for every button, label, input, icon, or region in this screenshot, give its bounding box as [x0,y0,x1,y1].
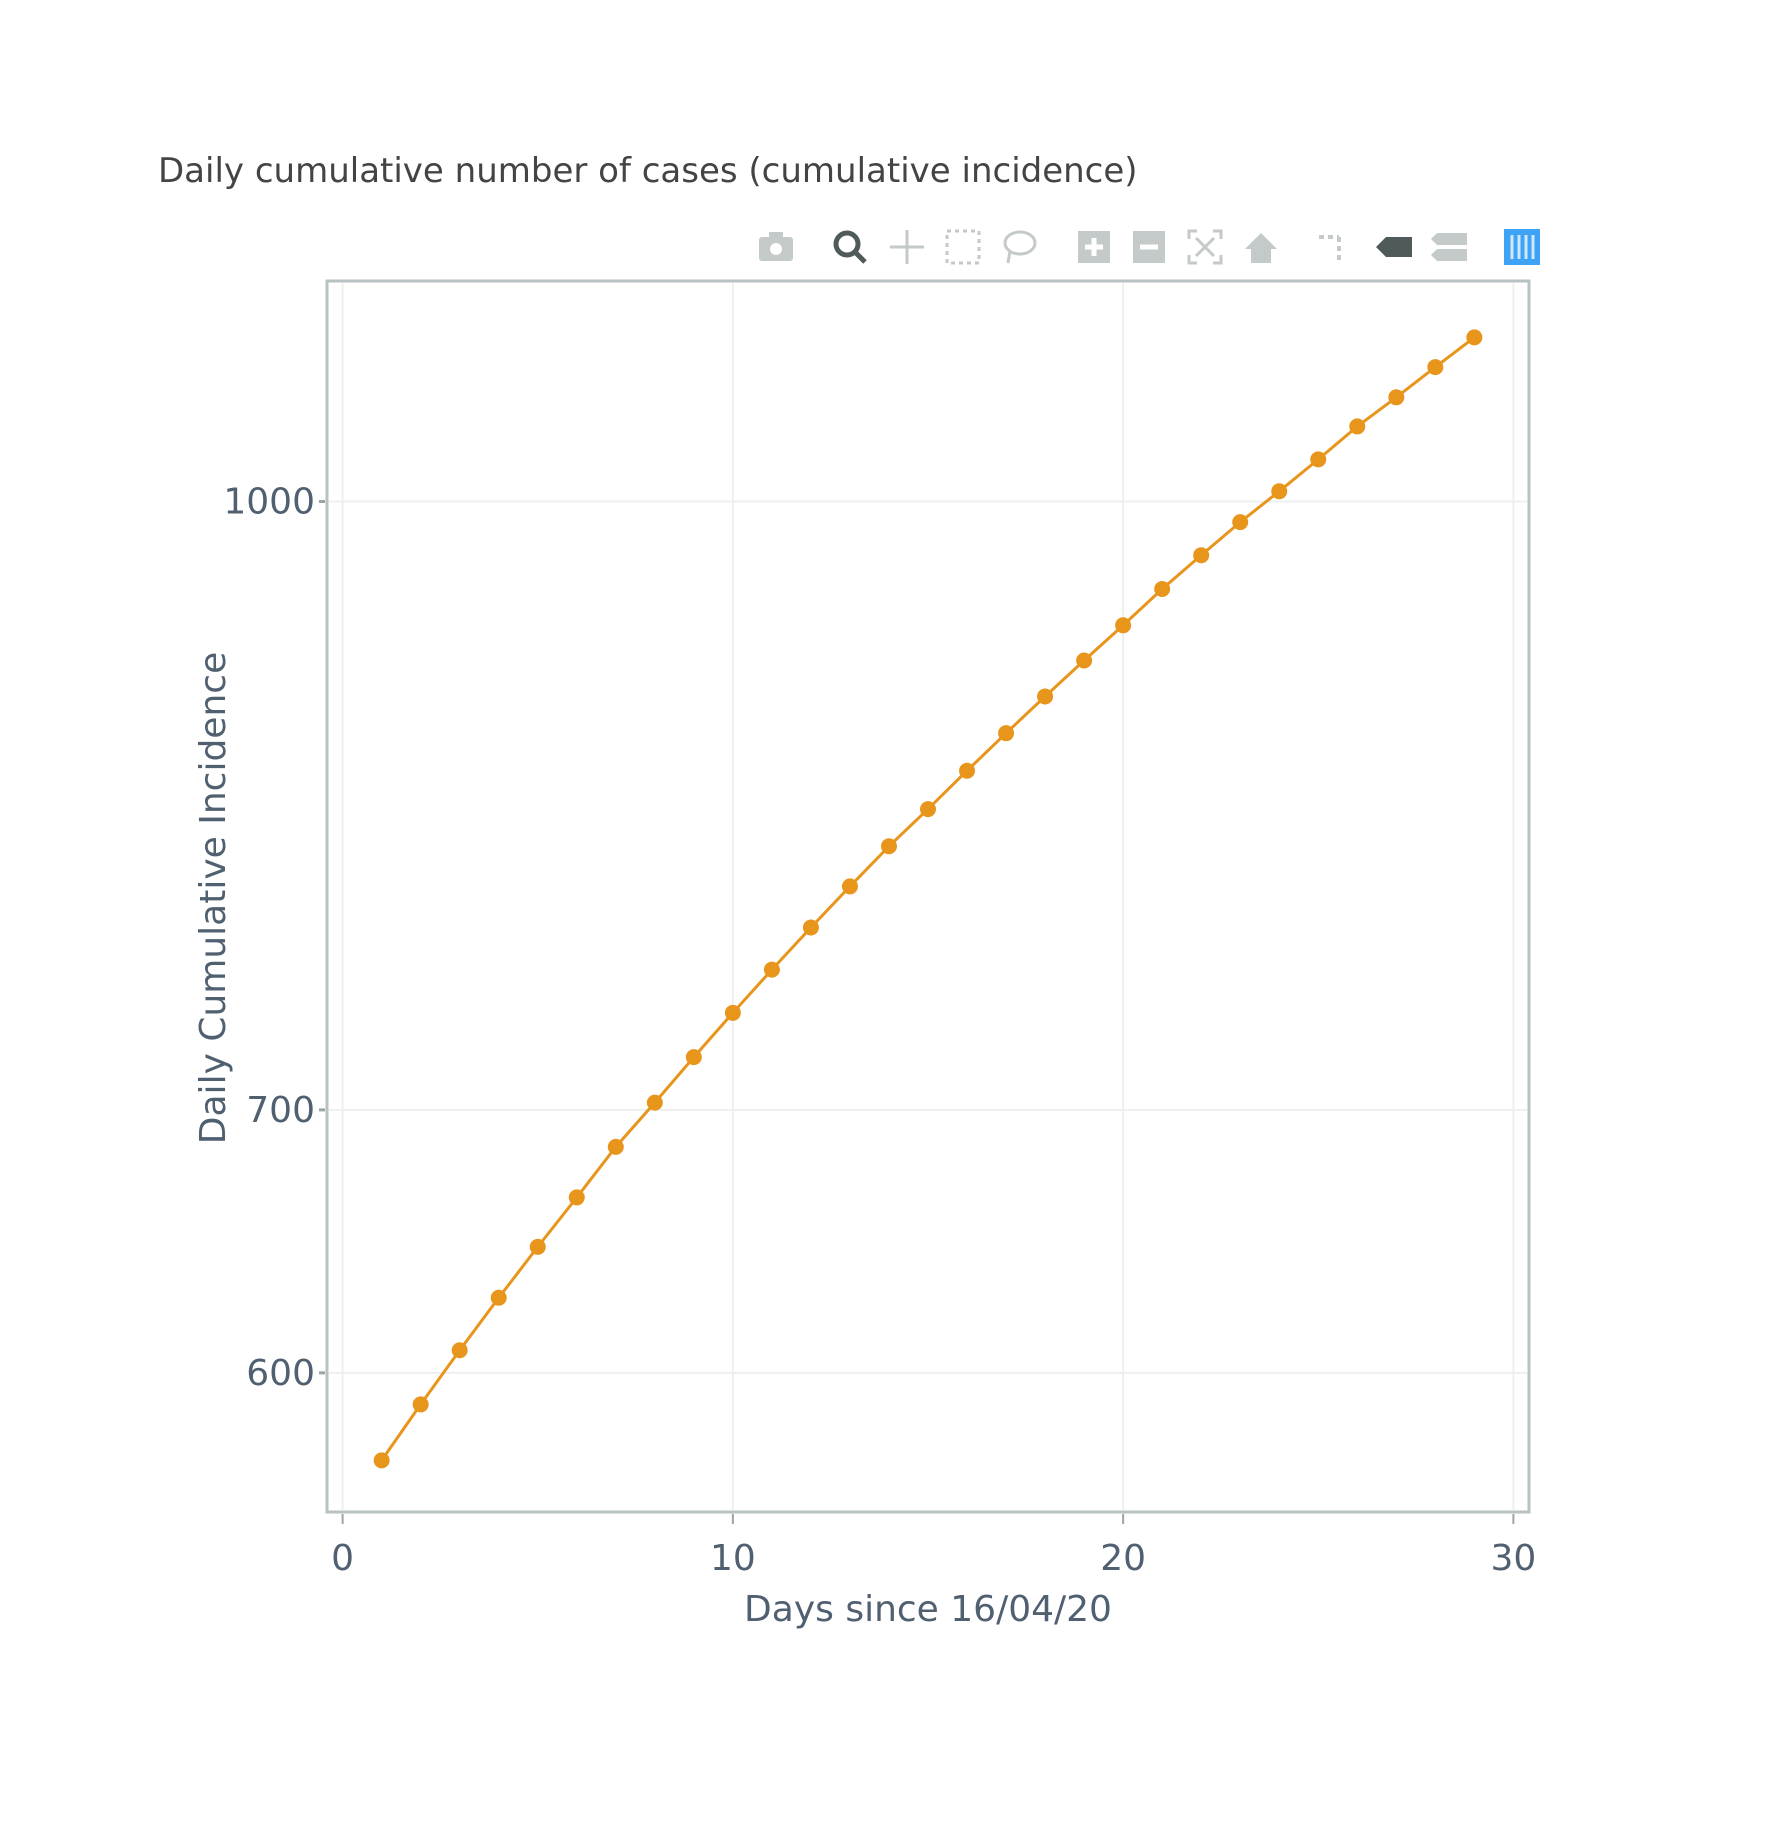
data-point[interactable] [1466,329,1483,346]
data-point[interactable] [802,919,819,936]
hover-compare-icon[interactable] [1429,227,1469,267]
hover-closest-icon[interactable] [1374,227,1414,267]
x-axis-label: Days since 16/04/20 [744,1589,1112,1630]
data-point[interactable] [1271,483,1288,500]
reset-axes-icon[interactable] [1241,227,1281,267]
plotly-logo-icon[interactable] [1502,227,1542,267]
data-point[interactable] [920,801,936,818]
grid [329,283,1527,1510]
data-point[interactable] [1349,418,1366,435]
chart-title: Daily cumulative number of cases (cumula… [158,151,1138,191]
y-tick-label: 600 [246,1353,315,1394]
modebar [756,227,1542,267]
zoom-icon[interactable] [830,227,870,267]
y-axis-label: Daily Cumulative Incidence [193,652,234,1144]
zoom-out-icon[interactable] [1129,227,1169,267]
data-point[interactable] [412,1396,429,1413]
lasso-icon[interactable] [998,227,1038,267]
data-point[interactable] [646,1094,663,1111]
zoom-in-icon[interactable] [1074,227,1114,267]
data-point[interactable] [529,1238,546,1255]
autoscale-icon[interactable] [1185,227,1225,267]
camera-icon[interactable] [756,227,796,267]
data-point[interactable] [1427,359,1444,376]
data-point[interactable] [685,1049,702,1066]
x-tick-label: 20 [1100,1538,1146,1579]
pan-icon[interactable] [887,227,927,267]
x-tick-label: 0 [331,1538,354,1579]
x-axis: 0 10 20 30 [331,1514,1536,1579]
data-point[interactable] [490,1289,507,1306]
spike-lines-icon[interactable] [1311,227,1351,267]
data-point[interactable] [451,1342,468,1359]
data-point[interactable] [841,878,858,895]
data-point[interactable] [1154,581,1171,598]
data-point[interactable] [1193,547,1210,564]
data-point[interactable] [568,1189,585,1206]
data-point[interactable] [998,725,1015,742]
box-select-icon[interactable] [943,227,983,267]
data-point[interactable] [1115,617,1132,634]
x-tick-label: 10 [710,1538,756,1579]
x-tick-label: 30 [1490,1538,1536,1579]
data-point[interactable] [607,1138,624,1155]
data-point[interactable] [1310,451,1327,468]
box-select-icon-hitbox[interactable] [943,227,983,267]
data-point[interactable] [959,762,976,779]
plot-area[interactable] [325,279,1531,1514]
data-point[interactable] [1232,514,1249,531]
data-point[interactable] [1388,389,1405,406]
y-axis: 600 700 1000 [223,482,325,1394]
data-point[interactable] [880,838,897,855]
data-point[interactable] [1037,688,1054,705]
y-tick-label: 1000 [223,482,315,523]
spike-lines-icon-hitbox[interactable] [1311,227,1351,267]
data-point[interactable] [1076,652,1093,669]
data-point[interactable] [724,1004,741,1021]
y-tick-label: 700 [246,1090,315,1131]
data-point[interactable] [763,961,780,978]
series [373,329,1483,1469]
data-point[interactable] [373,1452,390,1469]
